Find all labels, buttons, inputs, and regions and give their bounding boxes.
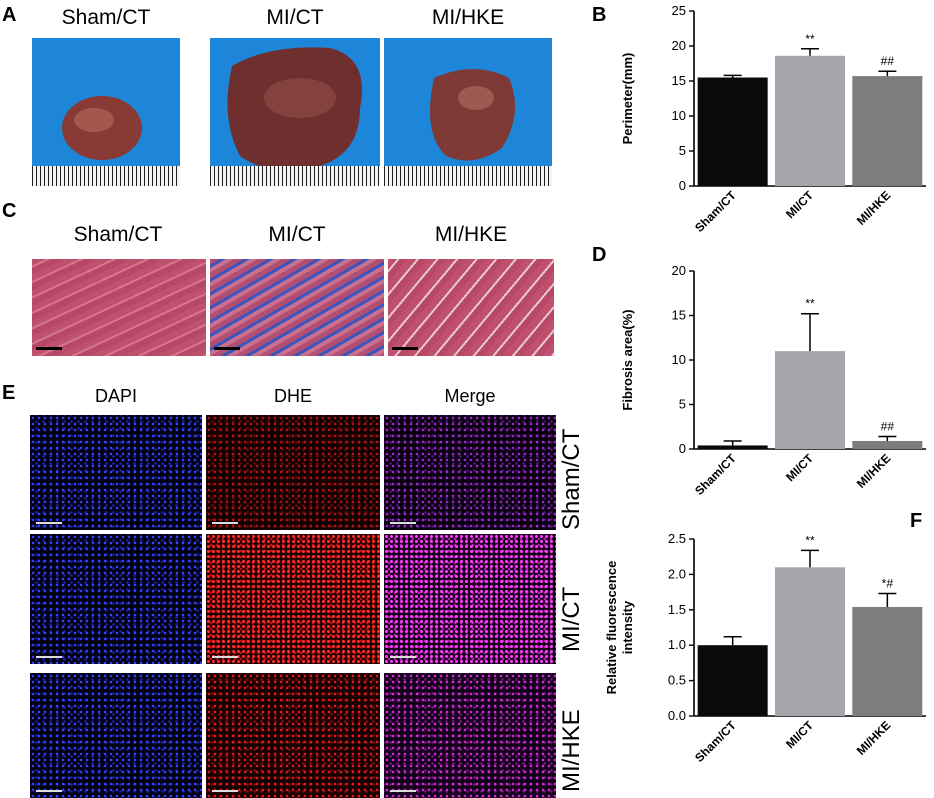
bar: [852, 440, 923, 449]
x-category-label: MI/CT: [783, 718, 816, 751]
scale-bar-e: [36, 656, 62, 658]
row-label-mi: MI/CT: [558, 586, 585, 652]
x-category-label: Sham/CT: [692, 718, 739, 765]
heart-shape-hke: [430, 69, 516, 161]
panel-a-title-mi: MI/CT: [266, 6, 324, 29]
panel-letter-a: A: [2, 4, 17, 26]
y-axis-label: Relative fluorescence: [604, 561, 619, 695]
fluor-dhe-hke: [206, 673, 380, 798]
scale-bar-c-sham: [36, 347, 62, 350]
fluor-dapi-hke: [30, 673, 202, 798]
y-tick-label: 15: [672, 308, 686, 323]
heart-photo-mi: [210, 38, 380, 186]
y-tick-label: 0: [679, 441, 686, 456]
heart-shape-sham: [62, 96, 142, 160]
significance-mark: **: [805, 32, 815, 46]
x-category-label: MI/HKE: [854, 718, 894, 758]
y-axis-label: intensity: [620, 600, 635, 654]
fluor-dapi-mi: [30, 534, 202, 664]
significance-mark: *#: [882, 577, 894, 591]
y-tick-label: 10: [672, 108, 686, 123]
stain-title-dapi: DAPI: [94, 386, 137, 406]
stain-title-dhe: DHE: [273, 386, 312, 406]
heart-shape-mi: [227, 47, 362, 171]
scale-bar-c-mi: [214, 347, 240, 350]
y-axis-label: Fibrosis area(%): [620, 309, 635, 410]
x-category-label: MI/CT: [783, 188, 816, 221]
bar: [852, 76, 923, 186]
fluor-dhe-mi: [206, 534, 380, 664]
ruler-hke: [384, 166, 552, 186]
bar: [697, 645, 768, 716]
y-tick-label: 20: [672, 263, 686, 278]
chart-fibrosis: 0 5 10 15 20 Fibrosis area(%) Sham/CT ** MI/CT ##…: [620, 263, 926, 498]
y-tick-label: 0.0: [668, 708, 686, 723]
scale-bar-e: [212, 522, 238, 524]
y-tick-label: 0: [679, 178, 686, 193]
bar: [775, 567, 845, 716]
stain-title-merge: Merge: [444, 386, 496, 406]
scale-bar-e: [36, 522, 62, 524]
y-tick-label: 1.0: [668, 637, 686, 652]
heart-photo-sham: [32, 38, 180, 186]
row-label-hke: MI/HKE: [558, 709, 585, 792]
masson-image-sham: [32, 259, 206, 356]
bar: [775, 351, 845, 449]
scale-bar-e: [36, 790, 62, 792]
scale-bar-e: [390, 790, 416, 792]
chart-perimeter: 0 5 10 15 20 25 Perimeter(mm) Sham/CT ** MI/CT ## M…: [620, 3, 926, 235]
ruler-sham: [32, 166, 180, 186]
panel-letter-e: E: [2, 382, 16, 404]
scale-bar-e: [212, 790, 238, 792]
fluor-dapi-sham: [30, 415, 202, 530]
scale-bar-e: [212, 656, 238, 658]
bar: [775, 55, 845, 186]
ruler-mi: [210, 166, 380, 186]
y-tick-label: 1.5: [668, 602, 686, 617]
panel-letter-b: B: [592, 4, 607, 26]
row-label-sham: Sham/CT: [558, 428, 585, 530]
fluor-merge-mi: [384, 534, 556, 664]
masson-image-hke: [388, 259, 554, 356]
x-category-label: MI/HKE: [854, 451, 894, 491]
fluor-merge-sham: [384, 415, 556, 530]
masson-image-mi: [210, 259, 384, 356]
x-category-label: Sham/CT: [692, 451, 739, 498]
bar: [697, 445, 768, 449]
scale-bar-e: [390, 522, 416, 524]
chart-fluorescence: 0.0 0.5 1.0 1.5 2.0 2.5 Relative fluorescence i…: [604, 531, 926, 765]
bar: [852, 606, 923, 716]
fluor-merge-hke: [384, 673, 556, 798]
significance-mark: ##: [881, 420, 895, 434]
panel-a-title-sham: Sham/CT: [61, 6, 151, 29]
x-category-label: MI/CT: [783, 451, 816, 484]
y-tick-label: 20: [672, 38, 686, 53]
fluor-dhe-sham: [206, 415, 380, 530]
y-tick-label: 25: [672, 3, 686, 18]
panel-letter-d: D: [592, 244, 607, 266]
panel-c-title-mi: MI/CT: [268, 223, 326, 246]
significance-mark: **: [805, 297, 815, 311]
y-tick-label: 15: [672, 73, 686, 88]
panel-c-title-hke: MI/HKE: [434, 223, 508, 246]
panel-letter-c: C: [2, 200, 17, 222]
scale-bar-e: [390, 656, 416, 658]
scale-bar-c-hke: [392, 347, 418, 350]
x-category-label: Sham/CT: [692, 188, 739, 235]
heart-photo-hke: [384, 38, 552, 186]
x-category-label: MI/HKE: [854, 188, 894, 228]
y-tick-label: 5: [679, 143, 686, 158]
significance-mark: **: [805, 533, 815, 547]
y-tick-label: 2.5: [668, 531, 686, 546]
panel-c-title-sham: Sham/CT: [73, 223, 163, 246]
significance-mark: ##: [881, 54, 895, 68]
bar: [697, 77, 768, 186]
y-tick-label: 5: [679, 397, 686, 412]
y-tick-label: 10: [672, 352, 686, 367]
panel-letter-f: F: [910, 510, 923, 532]
y-tick-label: 2.0: [668, 566, 686, 581]
panel-a-title-hke: MI/HKE: [431, 6, 505, 29]
y-axis-label: Perimeter(mm): [620, 53, 635, 145]
y-tick-label: 0.5: [668, 673, 686, 688]
